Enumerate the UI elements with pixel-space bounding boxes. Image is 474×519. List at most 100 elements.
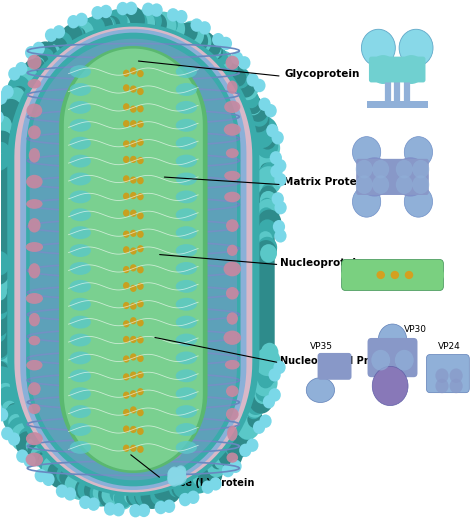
Circle shape [187, 467, 211, 494]
Circle shape [412, 175, 429, 194]
Circle shape [141, 9, 162, 32]
Circle shape [255, 360, 273, 380]
Ellipse shape [147, 59, 162, 72]
Circle shape [1, 85, 14, 99]
Circle shape [109, 13, 130, 36]
Ellipse shape [26, 360, 43, 371]
Circle shape [130, 303, 137, 310]
Circle shape [130, 317, 137, 324]
Circle shape [372, 366, 408, 405]
Circle shape [138, 504, 150, 517]
Circle shape [0, 324, 14, 352]
Circle shape [38, 453, 55, 472]
Circle shape [123, 209, 129, 216]
Circle shape [130, 248, 137, 255]
Circle shape [115, 7, 138, 32]
Circle shape [123, 336, 129, 343]
Circle shape [257, 237, 277, 258]
Circle shape [180, 22, 198, 42]
Ellipse shape [223, 331, 241, 345]
Circle shape [449, 368, 463, 383]
Circle shape [109, 485, 126, 503]
Circle shape [217, 448, 237, 470]
Circle shape [170, 21, 184, 36]
Ellipse shape [426, 265, 444, 285]
Circle shape [238, 422, 255, 440]
Circle shape [176, 467, 186, 478]
Ellipse shape [176, 387, 197, 400]
Ellipse shape [369, 265, 387, 285]
Circle shape [0, 274, 7, 288]
Polygon shape [14, 26, 252, 493]
Circle shape [255, 240, 277, 264]
Circle shape [118, 6, 145, 35]
Ellipse shape [224, 124, 241, 136]
Circle shape [137, 157, 144, 164]
FancyBboxPatch shape [369, 57, 426, 83]
Circle shape [0, 343, 9, 360]
Circle shape [0, 124, 10, 143]
Circle shape [150, 16, 165, 33]
Circle shape [106, 9, 128, 33]
Circle shape [174, 475, 183, 485]
Circle shape [137, 336, 144, 344]
Circle shape [123, 193, 129, 200]
Circle shape [183, 472, 204, 495]
Ellipse shape [86, 299, 101, 313]
Ellipse shape [26, 242, 43, 252]
Circle shape [244, 95, 262, 114]
Circle shape [160, 15, 178, 34]
Circle shape [264, 104, 277, 117]
Circle shape [256, 149, 277, 173]
Circle shape [0, 332, 6, 350]
Circle shape [353, 186, 381, 217]
Circle shape [79, 18, 102, 43]
Circle shape [236, 76, 258, 100]
Circle shape [123, 175, 129, 183]
Circle shape [175, 471, 187, 484]
Circle shape [395, 350, 414, 371]
Circle shape [56, 484, 68, 498]
Circle shape [260, 191, 277, 209]
Circle shape [0, 361, 10, 381]
Circle shape [177, 475, 200, 500]
Ellipse shape [227, 244, 237, 256]
Circle shape [84, 480, 103, 501]
Circle shape [67, 15, 80, 29]
Circle shape [231, 51, 243, 65]
Circle shape [123, 140, 129, 147]
Circle shape [84, 16, 105, 39]
Circle shape [253, 117, 278, 144]
Circle shape [80, 24, 94, 40]
Circle shape [214, 50, 228, 65]
Circle shape [91, 6, 104, 20]
Circle shape [11, 86, 27, 104]
Circle shape [274, 201, 287, 214]
Text: Glycoprotein: Glycoprotein [284, 69, 359, 79]
Circle shape [266, 124, 278, 137]
Circle shape [357, 157, 392, 197]
Circle shape [166, 20, 183, 38]
Polygon shape [64, 49, 203, 470]
Circle shape [0, 305, 7, 320]
Ellipse shape [306, 378, 335, 403]
Circle shape [150, 3, 163, 17]
Ellipse shape [70, 334, 91, 347]
Circle shape [0, 262, 10, 281]
Circle shape [130, 86, 137, 93]
Ellipse shape [176, 208, 197, 221]
Circle shape [129, 504, 142, 517]
Circle shape [256, 135, 280, 161]
Ellipse shape [70, 101, 91, 114]
Circle shape [130, 406, 137, 414]
Circle shape [35, 469, 47, 482]
Circle shape [0, 355, 9, 374]
Circle shape [169, 467, 179, 477]
Circle shape [18, 75, 32, 90]
Polygon shape [7, 23, 259, 496]
Circle shape [356, 160, 373, 179]
Circle shape [398, 55, 425, 84]
Ellipse shape [70, 280, 91, 293]
Circle shape [247, 112, 273, 140]
Circle shape [0, 383, 15, 403]
